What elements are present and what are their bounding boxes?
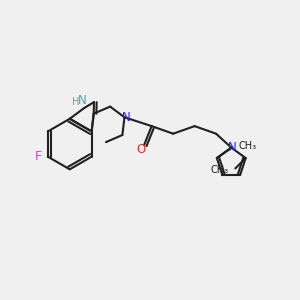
Text: CH₃: CH₃ [238,141,256,151]
Text: F: F [35,150,42,163]
Text: H: H [72,97,80,106]
Text: CH₃: CH₃ [211,165,229,175]
Text: N: N [122,111,130,124]
Text: N: N [78,94,87,107]
Text: N: N [227,141,236,154]
Text: O: O [136,143,145,156]
